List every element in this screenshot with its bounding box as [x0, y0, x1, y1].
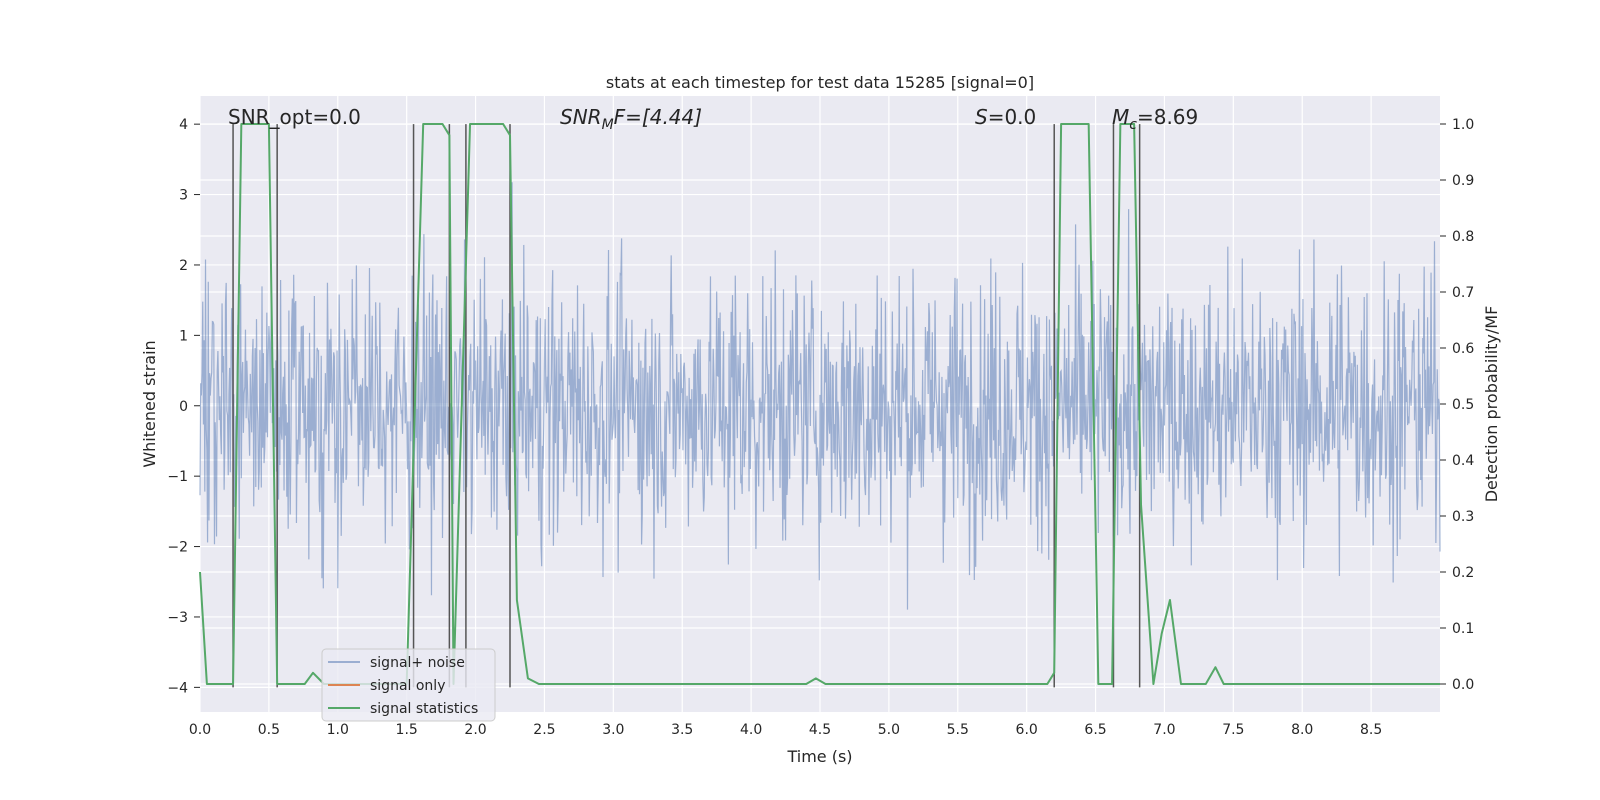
- annotation-snr-mf: SNRMF=[4.44]: [560, 105, 702, 133]
- y-right-tick-label: 0.7: [1452, 285, 1474, 301]
- x-tick-label: 4.0: [740, 722, 762, 738]
- y-right-tick-label: 0.6: [1452, 341, 1474, 357]
- y-right-tick-label: 0.2: [1452, 565, 1474, 581]
- y-right-tick-label: 0.5: [1452, 397, 1474, 413]
- x-axis-label: Time (s): [786, 747, 852, 766]
- x-tick-label: 1.5: [396, 722, 418, 738]
- y-right-tick-label: 0.9: [1452, 173, 1474, 189]
- y-left-tick-label: −2: [167, 540, 188, 556]
- x-tick-label: 2.5: [533, 722, 555, 738]
- legend-label-signal-noise: signal+ noise: [370, 655, 465, 671]
- x-tick-label: 3.0: [602, 722, 624, 738]
- annotation-mc: Mc=8.69: [1112, 105, 1198, 133]
- y-left-tick-label: 3: [179, 188, 188, 204]
- x-tick-label: 5.5: [947, 722, 969, 738]
- y-left-tick-label: −1: [167, 469, 188, 485]
- x-tick-label: 0.5: [258, 722, 280, 738]
- x-tick-label: 8.5: [1360, 722, 1382, 738]
- y-axis-label-left: Whitened strain: [140, 340, 159, 467]
- legend: signal+ noise signal only signal statist…: [321, 648, 496, 722]
- y-left-tick-label: −3: [167, 610, 188, 626]
- y-right-tick-label: 0.3: [1452, 509, 1474, 525]
- y-right-tick-label: 0.4: [1452, 453, 1474, 469]
- y-left-tick-label: 4: [179, 117, 188, 133]
- annotation-snr-opt: SNR_opt=0.0: [228, 105, 361, 129]
- y-left-tick-label: 0: [179, 399, 188, 415]
- x-tick-label: 7.5: [1222, 722, 1244, 738]
- x-tick-label: 6.0: [1016, 722, 1038, 738]
- y-right-tick-label: 0.0: [1452, 677, 1474, 693]
- x-tick-label: 7.0: [1153, 722, 1175, 738]
- x-tick-label: 1.0: [327, 722, 349, 738]
- y-left-tick-label: 1: [179, 328, 188, 344]
- y-axis-label-right: Detection probability/MF: [1482, 306, 1501, 503]
- series-signal-statistics-line: [199, 123, 1440, 685]
- series-signal-noise-line: [199, 182, 1441, 610]
- x-tick-label: 4.5: [809, 722, 831, 738]
- chart-title: stats at each timestep for test data 152…: [606, 73, 1034, 92]
- y-right-tick-label: 1.0: [1452, 117, 1474, 133]
- x-tick-label: 0.0: [189, 722, 211, 738]
- y-right-tick-label: 0.1: [1452, 621, 1474, 637]
- x-tick-label: 8.0: [1291, 722, 1313, 738]
- y-left-tick-label: 2: [179, 258, 188, 274]
- x-tick-label: 6.5: [1084, 722, 1106, 738]
- y-left-tick-label: −4: [167, 680, 188, 696]
- legend-label-signal-only: signal only: [370, 678, 445, 694]
- y-right-tick-label: 0.8: [1452, 229, 1474, 245]
- x-tick-label: 3.5: [671, 722, 693, 738]
- x-tick-label: 2.0: [464, 722, 486, 738]
- x-tick-label: 5.0: [878, 722, 900, 738]
- legend-label-signal-statistics: signal statistics: [370, 701, 478, 717]
- legend-box: [321, 648, 496, 722]
- annotation-s: S=0.0: [975, 105, 1036, 129]
